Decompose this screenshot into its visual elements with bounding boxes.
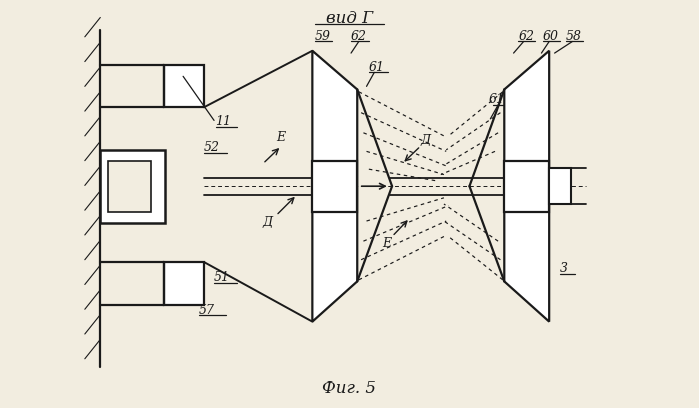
Polygon shape bbox=[312, 51, 357, 322]
Text: Е: Е bbox=[276, 131, 285, 144]
Text: 62: 62 bbox=[351, 30, 367, 43]
Bar bbox=[504, 161, 549, 212]
Bar bbox=[100, 150, 165, 223]
Text: Д: Д bbox=[421, 134, 431, 146]
Text: 60: 60 bbox=[543, 30, 559, 43]
Bar bbox=[312, 161, 357, 212]
Text: Фиг. 5: Фиг. 5 bbox=[322, 380, 377, 397]
Text: 51: 51 bbox=[214, 271, 230, 284]
Text: 61: 61 bbox=[369, 61, 385, 74]
Polygon shape bbox=[504, 51, 549, 322]
Bar bbox=[164, 65, 204, 107]
Text: 59: 59 bbox=[315, 30, 331, 43]
Text: 57: 57 bbox=[199, 304, 215, 317]
Text: Е: Е bbox=[382, 237, 391, 250]
Text: 61: 61 bbox=[489, 93, 505, 106]
Text: 62: 62 bbox=[518, 30, 534, 43]
Text: 3: 3 bbox=[560, 262, 568, 275]
Text: 58: 58 bbox=[566, 30, 582, 43]
Text: Д: Д bbox=[263, 216, 273, 228]
Bar bbox=[164, 262, 204, 305]
Bar bbox=[108, 162, 150, 212]
Text: вид Г: вид Г bbox=[326, 10, 373, 27]
Text: 52: 52 bbox=[204, 142, 220, 154]
Bar bbox=[549, 169, 571, 204]
Text: 11: 11 bbox=[215, 115, 231, 128]
